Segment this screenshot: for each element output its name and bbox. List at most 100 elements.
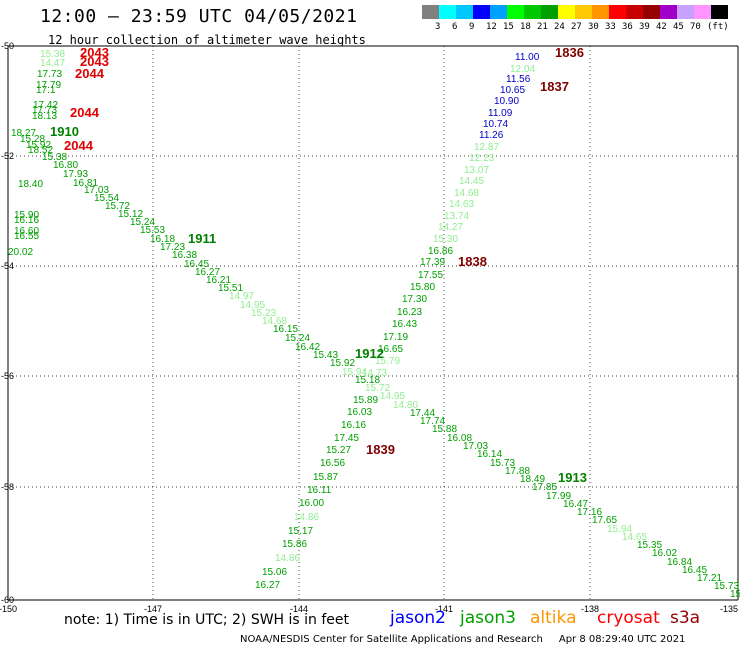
swh-value: 14.95 <box>380 391 405 402</box>
swh-value: 13.74 <box>444 211 469 222</box>
swh-value: 17.21 <box>697 573 722 584</box>
swh-value: 17.99 <box>546 491 571 502</box>
lon-tick-label: -138 <box>581 604 599 614</box>
pass-time: 2043 <box>80 45 109 60</box>
swh-value: 17.44 <box>410 408 435 419</box>
pass-time: 1837 <box>540 79 569 94</box>
lat-tick-label: -60 <box>1 595 14 605</box>
swh-value: 14.68 <box>262 316 287 327</box>
swh-value: 12.23 <box>469 153 494 164</box>
swh-value: 15.27 <box>326 445 351 456</box>
swh-value: 15.88 <box>432 424 457 435</box>
footer-note: note: 1) Time is in UTC; 2) SWH is in fe… <box>64 612 350 628</box>
colorbar-swatch <box>592 5 609 19</box>
swh-value: 16.08 <box>447 433 472 444</box>
pass-time: 1838 <box>458 254 487 269</box>
swh-value: 15.94 <box>342 367 367 378</box>
pass-time: 1839 <box>366 442 395 457</box>
swh-value: 16.86 <box>428 246 453 257</box>
swh-value: 17.55 <box>418 270 443 281</box>
swh-value: 16.11 <box>307 485 332 496</box>
colorbar-swatch <box>541 5 558 19</box>
pass-time: 1912 <box>355 346 384 361</box>
colorbar-tick: 6 <box>452 22 458 32</box>
swh-value: 16.81 <box>73 178 98 189</box>
swh-value: 14.97 <box>229 291 254 302</box>
colorbar-swatch <box>575 5 592 19</box>
swh-value: 15.94 <box>607 524 632 535</box>
axis-labels: -150 -147 -144 -141 -138 -135 -50 -52 -54 -56 -58 -… <box>0 41 738 614</box>
swh-value: 16.15 <box>273 324 298 335</box>
swh-value: 13.07 <box>464 165 489 176</box>
footer-credit: NOAA/NESDIS Center for Satellite Applica… <box>240 634 685 645</box>
lon-tick-label: -150 <box>0 604 17 614</box>
swh-value: 15.06 <box>262 567 287 578</box>
swh-value: 15.80 <box>410 282 435 293</box>
swh-value: 14.86 <box>275 553 300 564</box>
swh-value: 11.09 <box>488 108 513 119</box>
swh-value: 15.92 <box>26 140 51 151</box>
page-subtitle: 12 hour collection of altimeter wave hei… <box>48 33 366 47</box>
lat-tick-label: -54 <box>1 261 14 271</box>
lat-tick-label: -52 <box>1 151 14 161</box>
colorbar-swatch <box>558 5 575 19</box>
colorbar-swatch <box>609 5 626 19</box>
colorbar-swatch <box>660 5 677 19</box>
swh-value: 17.1 <box>36 85 56 96</box>
swh-value: 17.16 <box>577 507 602 518</box>
swh-value: 17.79 <box>36 80 61 91</box>
swh-value: 16.00 <box>299 498 324 509</box>
swh-value: 18.27 <box>11 128 36 139</box>
swh-value: 15.35 <box>637 540 662 551</box>
colorbar-tick: 27 <box>571 22 582 32</box>
swh-value: 16.02 <box>652 548 677 559</box>
swh-value: 16.65 <box>378 344 403 355</box>
swh-value: 15.53 <box>140 225 165 236</box>
colorbar-tick: 36 <box>622 22 633 32</box>
colorbar-tick: 12 <box>486 22 497 32</box>
swh-value: 16.84 <box>667 557 692 568</box>
swh-value: 16.27 <box>255 580 280 591</box>
lat-tick-label: -50 <box>1 41 14 51</box>
swh-value: 18.49 <box>520 474 545 485</box>
legend-jason2: jason2 <box>390 608 446 628</box>
swh-value: 18.52 <box>28 145 53 156</box>
colorbar-tick: 70 <box>690 22 701 32</box>
swh-value: 17.03 <box>463 441 488 452</box>
swh-value: 15.72 <box>365 383 390 394</box>
pass-time-labels: 2043204320442044191020441911191219131836… <box>50 45 587 485</box>
swh-value: 17.45 <box>334 433 359 444</box>
swh-value: 10.90 <box>494 96 519 107</box>
swh-value: 15.54 <box>94 193 119 204</box>
swh-value: 18.40 <box>18 179 43 190</box>
swh-value: 16.42 <box>295 342 320 353</box>
legend-altika: altika <box>530 608 577 628</box>
swh-value: 15.51 <box>218 283 243 294</box>
swh-value: 14.80 <box>393 400 418 411</box>
swh-value: 16.45 <box>184 259 209 270</box>
swh-value: 15.17 <box>288 526 313 537</box>
swh-value: 14.95 <box>240 300 265 311</box>
swh-value: 17.42 <box>33 100 58 111</box>
colorbar-swatch <box>439 5 456 19</box>
colorbar <box>422 5 728 19</box>
swh-value: 14.63 <box>449 199 474 210</box>
swh-value: 18.13 <box>32 111 57 122</box>
colorbar-tick: 30 <box>588 22 599 32</box>
swh-value: 17.30 <box>402 294 427 305</box>
colorbar-swatch <box>507 5 524 19</box>
swh-value: 17.19 <box>383 332 408 343</box>
swh-value: 15.30 <box>433 234 458 245</box>
swh-value: 16.55 <box>14 231 39 242</box>
colorbar-swatch <box>711 5 728 19</box>
lon-tick-label: -144 <box>290 604 308 614</box>
swh-value: 16.16 <box>14 215 39 226</box>
swh-value: 15.38 <box>40 49 65 60</box>
swh-value: 16.18 <box>150 234 175 245</box>
swh-value: 17.88 <box>505 466 530 477</box>
swh-value: 16.14 <box>477 449 502 460</box>
swh-value: 16.27 <box>195 267 220 278</box>
lat-tick-label: -56 <box>1 371 14 381</box>
colorbar-swatch <box>694 5 711 19</box>
